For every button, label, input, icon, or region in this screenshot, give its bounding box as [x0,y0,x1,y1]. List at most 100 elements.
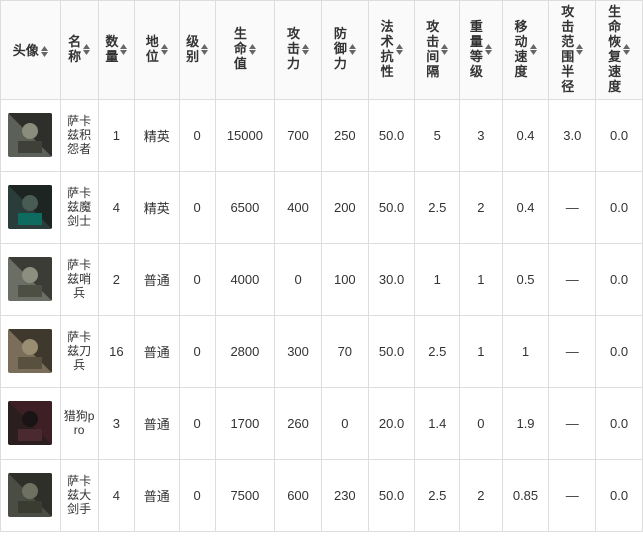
cell-wgt: 2 [460,171,503,243]
column-header-atk[interactable]: 攻击力 [275,1,322,100]
cell-value: 0.5 [516,272,534,287]
cell-value: 3.0 [563,128,581,143]
cell-avatar [1,459,61,531]
cell-value: 0 [193,128,200,143]
enemy-avatar [8,401,52,445]
sort-icon[interactable] [302,44,309,55]
cell-pos: 普通 [134,387,179,459]
sort-icon[interactable] [396,44,403,55]
column-header-hp[interactable]: 生命值 [215,1,275,100]
cell-value: 16 [109,344,123,359]
sort-icon[interactable] [120,44,127,55]
cell-value: 15000 [227,128,263,143]
enemy-name: 萨卡兹哨兵 [67,258,91,301]
cell-spd: 1.9 [502,387,549,459]
sort-icon[interactable] [623,44,630,55]
cell-pos: 普通 [134,459,179,531]
cell-value: 精英 [144,129,170,144]
column-header-lvl[interactable]: 级别 [179,1,215,100]
cell-wgt: 1 [460,315,503,387]
cell-value: 普通 [144,273,170,288]
column-header-qty[interactable]: 数量 [98,1,134,100]
cell-name: 萨卡兹积怨者 [60,99,98,171]
cell-value: 50.0 [379,344,404,359]
sort-icon[interactable] [530,44,537,55]
cell-lvl: 0 [179,243,215,315]
cell-lvl: 0 [179,387,215,459]
sort-icon[interactable] [249,44,256,55]
enemy-name: 萨卡兹魔剑士 [67,186,91,229]
cell-def: 200 [321,171,368,243]
cell-value: 0 [341,416,348,431]
sort-icon[interactable] [349,44,356,55]
cell-value: 1.9 [516,416,534,431]
header-label: 名称 [68,35,81,65]
header-label: 移动速度 [515,20,528,80]
cell-value: — [566,488,579,503]
cell-hp: 4000 [215,243,275,315]
cell-value: 0.0 [610,344,628,359]
sort-icon[interactable] [485,44,492,55]
column-header-pos[interactable]: 地位 [134,1,179,100]
cell-hp: 15000 [215,99,275,171]
header-label: 生命恢复速度 [608,5,621,95]
cell-value: 50.0 [379,488,404,503]
cell-value: 1 [113,128,120,143]
sort-icon[interactable] [41,46,48,57]
sort-icon[interactable] [201,44,208,55]
column-header-def[interactable]: 防御力 [321,1,368,100]
cell-avatar [1,387,61,459]
sort-icon[interactable] [83,44,90,55]
header-label: 攻击力 [287,27,300,72]
cell-value: 4 [113,488,120,503]
cell-value: 1 [434,272,441,287]
cell-spd: 0.5 [502,243,549,315]
cell-value: 2.5 [428,488,446,503]
cell-pos: 精英 [134,171,179,243]
cell-value: 5 [434,128,441,143]
cell-value: 200 [334,200,356,215]
cell-value: 1.4 [428,416,446,431]
column-header-avatar[interactable]: 头像 [1,1,61,100]
cell-lvl: 0 [179,99,215,171]
sort-icon[interactable] [161,44,168,55]
column-header-res[interactable]: 法术抗性 [368,1,415,100]
table-row: 萨卡兹积怨者1精英01500070025050.0530.43.00.0 [1,99,643,171]
cell-hp: 6500 [215,171,275,243]
cell-rng: — [549,459,596,531]
column-header-regen[interactable]: 生命恢复速度 [596,1,643,100]
cell-avatar [1,171,61,243]
cell-wgt: 1 [460,243,503,315]
cell-qty: 4 [98,459,134,531]
cell-spd: 1 [502,315,549,387]
cell-res: 50.0 [368,459,415,531]
cell-value: 100 [334,272,356,287]
column-header-wgt[interactable]: 重量等级 [460,1,503,100]
column-header-intv[interactable]: 攻击间隔 [415,1,460,100]
cell-value: 0 [193,272,200,287]
cell-atk: 300 [275,315,322,387]
cell-value: 230 [334,488,356,503]
cell-value: 0 [477,416,484,431]
sort-icon[interactable] [576,44,583,55]
cell-qty: 2 [98,243,134,315]
cell-value: 600 [287,488,309,503]
table-row: 萨卡兹魔剑士4精英0650040020050.02.520.4—0.0 [1,171,643,243]
cell-hp: 7500 [215,459,275,531]
column-header-name[interactable]: 名称 [60,1,98,100]
cell-value: 250 [334,128,356,143]
cell-intv: 1.4 [415,387,460,459]
cell-name: 猎狗pro [60,387,98,459]
cell-value: 0.85 [513,488,538,503]
header-label: 生命值 [234,27,247,72]
cell-value: 1 [477,344,484,359]
cell-res: 50.0 [368,99,415,171]
column-header-rng[interactable]: 攻击范围半径 [549,1,596,100]
header-label: 级别 [186,35,199,65]
cell-res: 30.0 [368,243,415,315]
cell-regen: 0.0 [596,315,643,387]
column-header-spd[interactable]: 移动速度 [502,1,549,100]
sort-icon[interactable] [441,44,448,55]
cell-atk: 260 [275,387,322,459]
table-row: 猎狗pro3普通01700260020.01.401.9—0.0 [1,387,643,459]
